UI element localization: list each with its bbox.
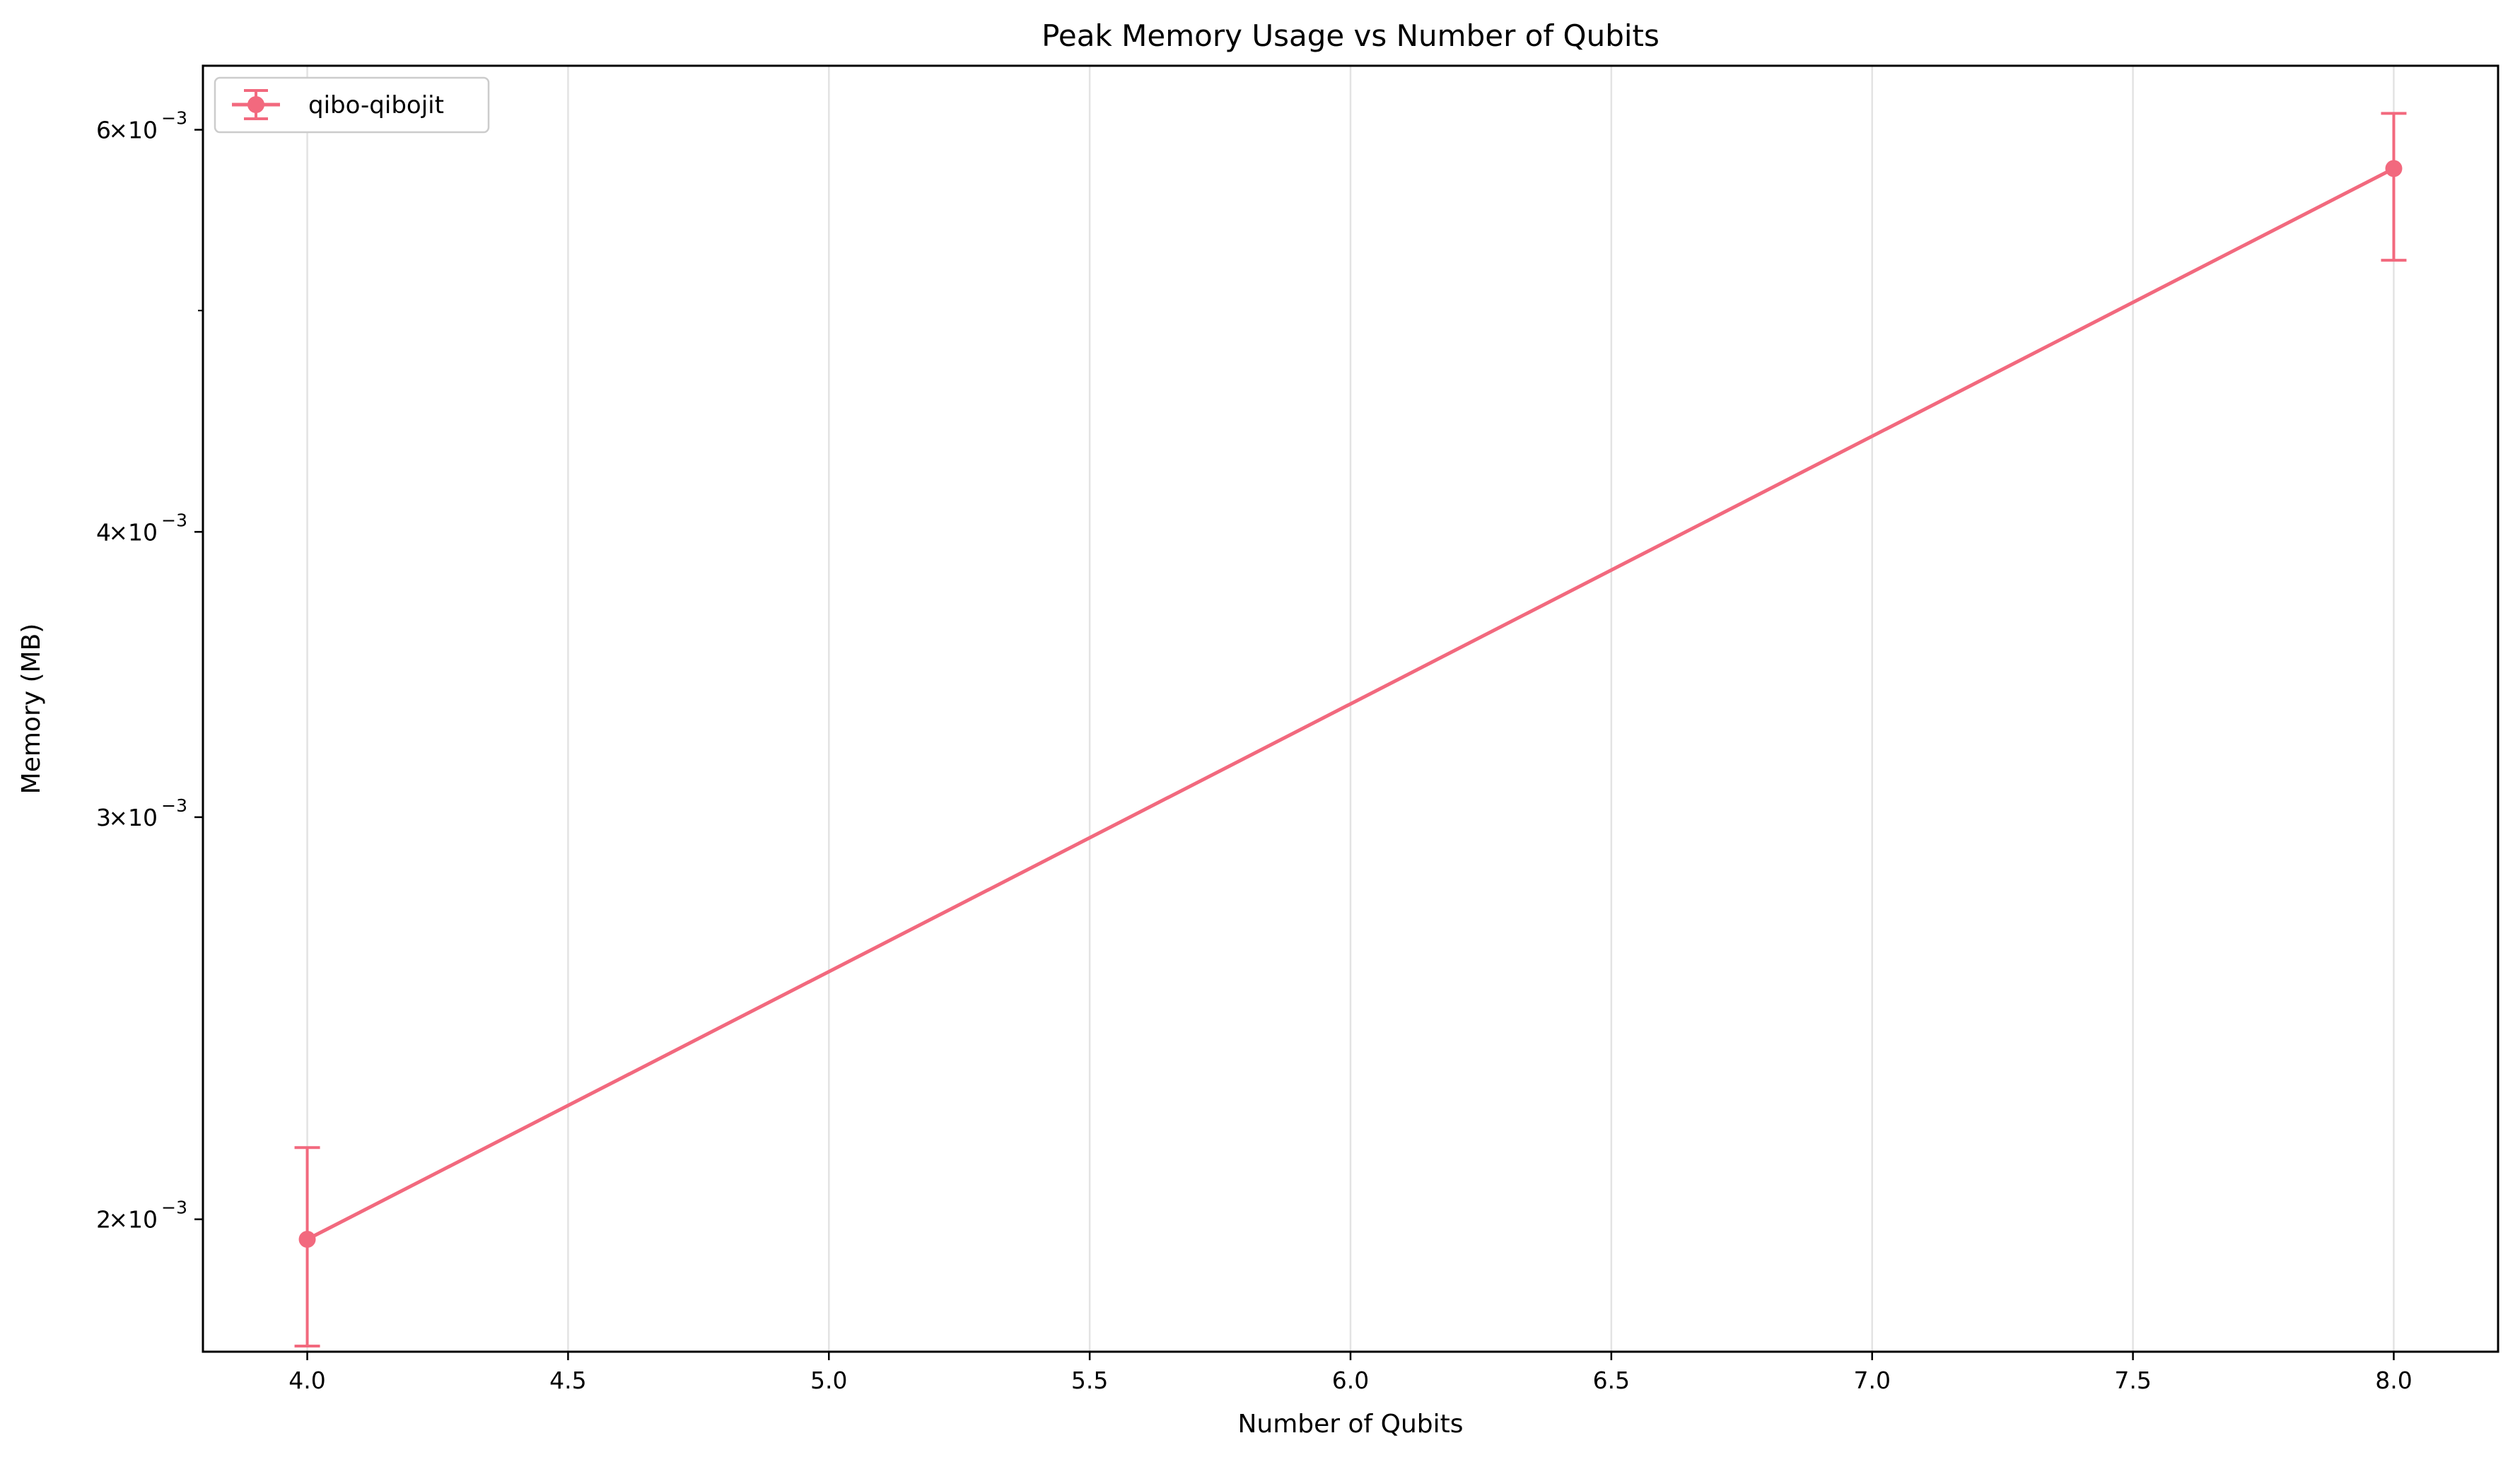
y-tick-base: 10 xyxy=(128,804,158,831)
y-axis-label: Memory (MB) xyxy=(17,624,46,795)
series-qibo-qibojit xyxy=(294,112,2407,1348)
x-tick-label: 4.0 xyxy=(288,1367,325,1394)
y-tick-label: −310×6 xyxy=(96,108,187,144)
x-tick-label: 6.0 xyxy=(1332,1367,1369,1394)
y-tick-mantissa: 6 xyxy=(96,117,111,144)
ticks: 4.0 4.5 5.0 5.5 6.0 6.5 7.0 7.5 8.0−310×2−310×3−… xyxy=(96,108,2413,1394)
y-tick-base: 10 xyxy=(128,117,158,144)
y-tick-base: 10 xyxy=(128,1206,158,1234)
y-tick-times-sign: × xyxy=(108,117,128,144)
y-tick-exponent: −3 xyxy=(161,1198,187,1218)
y-tick-exponent: −3 xyxy=(161,510,187,530)
y-tick-times-sign: × xyxy=(108,804,128,831)
y-tick-label: −310×4 xyxy=(96,510,187,546)
y-tick-exponent: −3 xyxy=(161,795,187,816)
x-tick-label: 6.5 xyxy=(1593,1367,1630,1394)
chart-title: Peak Memory Usage vs Number of Qubits xyxy=(1042,18,1659,53)
data-point[interactable] xyxy=(2385,160,2403,177)
grid xyxy=(306,66,2395,1352)
x-tick-label: 5.0 xyxy=(810,1367,847,1394)
y-tick-label: −310×3 xyxy=(96,795,187,831)
x-tick-label: 7.0 xyxy=(1853,1367,1890,1394)
y-tick-times-sign: × xyxy=(108,1206,128,1234)
legend[interactable]: qibo-qibojit xyxy=(214,76,490,134)
legend-marker xyxy=(247,96,264,113)
series-layer xyxy=(294,112,2407,1348)
series-line xyxy=(306,167,2395,1241)
legend-box xyxy=(214,76,490,134)
y-tick-mantissa: 2 xyxy=(96,1206,111,1234)
x-tick-label: 5.5 xyxy=(1071,1367,1108,1394)
y-tick-label: −310×2 xyxy=(96,1198,187,1234)
y-tick-base: 10 xyxy=(128,518,158,546)
x-tick-label: 7.5 xyxy=(2114,1367,2151,1394)
data-point[interactable] xyxy=(298,1231,316,1248)
y-tick-mantissa: 3 xyxy=(96,804,111,831)
y-tick-mantissa: 4 xyxy=(96,518,111,546)
legend-item[interactable]: qibo-qibojit xyxy=(232,89,444,120)
x-axis-label: Number of Qubits xyxy=(1237,1410,1463,1439)
legend-label: qibo-qibojit xyxy=(308,91,444,119)
y-tick-times-sign: × xyxy=(108,518,128,546)
x-tick-label: 4.5 xyxy=(549,1367,586,1394)
y-tick-exponent: −3 xyxy=(161,108,187,129)
x-tick-label: 8.0 xyxy=(2375,1367,2412,1394)
